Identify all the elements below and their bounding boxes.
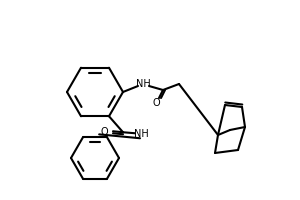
Text: O: O <box>152 98 160 108</box>
Text: NH: NH <box>136 79 150 89</box>
Text: NH: NH <box>134 129 148 139</box>
Text: O: O <box>100 127 108 137</box>
